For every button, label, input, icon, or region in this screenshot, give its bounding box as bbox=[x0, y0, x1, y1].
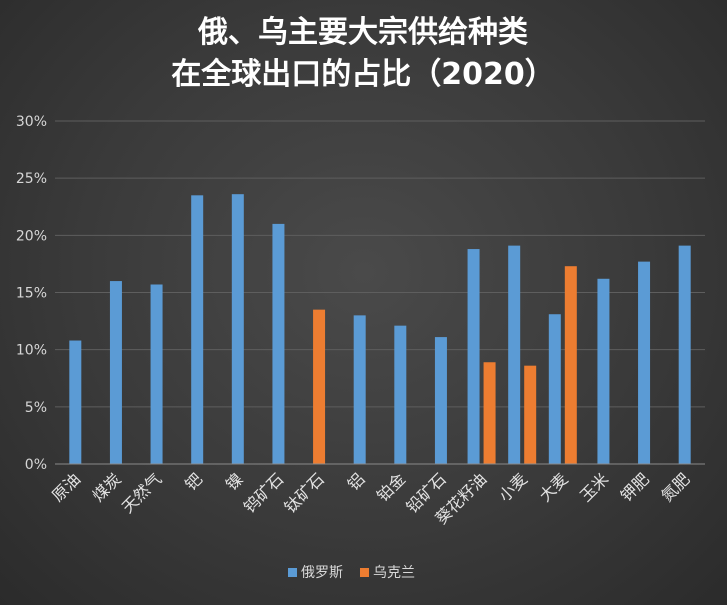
x-category-label: 钾肥 bbox=[617, 469, 653, 505]
y-tick-label: 30% bbox=[16, 114, 47, 130]
bar-ukraine bbox=[524, 365, 537, 464]
x-category-label: 煤炭 bbox=[89, 469, 125, 505]
bar-russia bbox=[508, 245, 521, 464]
x-category-label: 钛矿石 bbox=[281, 469, 328, 516]
bar-russia bbox=[548, 314, 561, 464]
legend-label-russia: 俄罗斯 bbox=[301, 565, 343, 581]
bar-ukraine bbox=[564, 266, 577, 464]
legend-swatch-ukraine bbox=[360, 568, 369, 577]
bar-russia bbox=[638, 261, 651, 464]
x-category-label: 原油 bbox=[48, 469, 84, 505]
y-tick-label: 20% bbox=[16, 228, 47, 244]
bar-russia bbox=[231, 194, 244, 464]
gridlines bbox=[55, 120, 705, 408]
y-tick-label: 25% bbox=[16, 171, 47, 187]
bar-russia bbox=[69, 340, 82, 464]
bar-russia bbox=[434, 337, 447, 464]
bar-russia bbox=[467, 249, 480, 464]
chart-title-line-1: 俄、乌主要大宗供给种类 bbox=[197, 15, 528, 50]
x-category-label: 铝 bbox=[344, 469, 369, 494]
bar-russia bbox=[394, 325, 407, 464]
chart-title-line-2: 在全球出口的占比（2020） bbox=[171, 57, 555, 92]
y-tick-label: 15% bbox=[16, 286, 47, 302]
bars bbox=[69, 194, 691, 465]
y-tick-label: 5% bbox=[25, 400, 47, 416]
y-axis-tick-labels: 0% 5% 10% 15% 20% 25% 30% bbox=[16, 114, 47, 473]
x-category-label: 大麦 bbox=[536, 469, 572, 505]
bar-russia bbox=[272, 223, 285, 464]
bar-russia bbox=[597, 278, 610, 464]
x-category-label: 玉米 bbox=[576, 469, 612, 505]
x-category-label: 氮肥 bbox=[657, 469, 693, 505]
x-category-label: 铂金 bbox=[373, 469, 409, 505]
bar-russia bbox=[150, 284, 163, 464]
x-category-label: 钯 bbox=[181, 469, 206, 494]
legend-label-ukraine: 乌克兰 bbox=[373, 565, 415, 581]
x-category-label: 天然气 bbox=[118, 469, 165, 516]
bar-russia bbox=[191, 195, 204, 465]
legend-swatch-russia bbox=[288, 568, 297, 577]
x-axis-category-labels: 原油 煤炭天然气钯镍钨矿石钛矿石铝铂金铅矿石葵花籽油 小麦 大麦 玉米 钾肥 氮肥 bbox=[48, 469, 693, 528]
bar-ukraine bbox=[483, 362, 496, 464]
bar-ukraine bbox=[313, 309, 326, 464]
y-tick-label: 0% bbox=[25, 457, 47, 473]
x-category-label: 镍 bbox=[222, 469, 247, 494]
x-category-label: 钨矿石 bbox=[240, 469, 287, 516]
bar-russia bbox=[353, 315, 366, 464]
x-category-label: 小麦 bbox=[495, 469, 531, 505]
y-tick-label: 10% bbox=[16, 343, 47, 359]
legend: 俄罗斯 乌克兰 bbox=[288, 565, 415, 581]
bar-russia bbox=[678, 245, 691, 464]
bar-russia bbox=[109, 281, 122, 464]
